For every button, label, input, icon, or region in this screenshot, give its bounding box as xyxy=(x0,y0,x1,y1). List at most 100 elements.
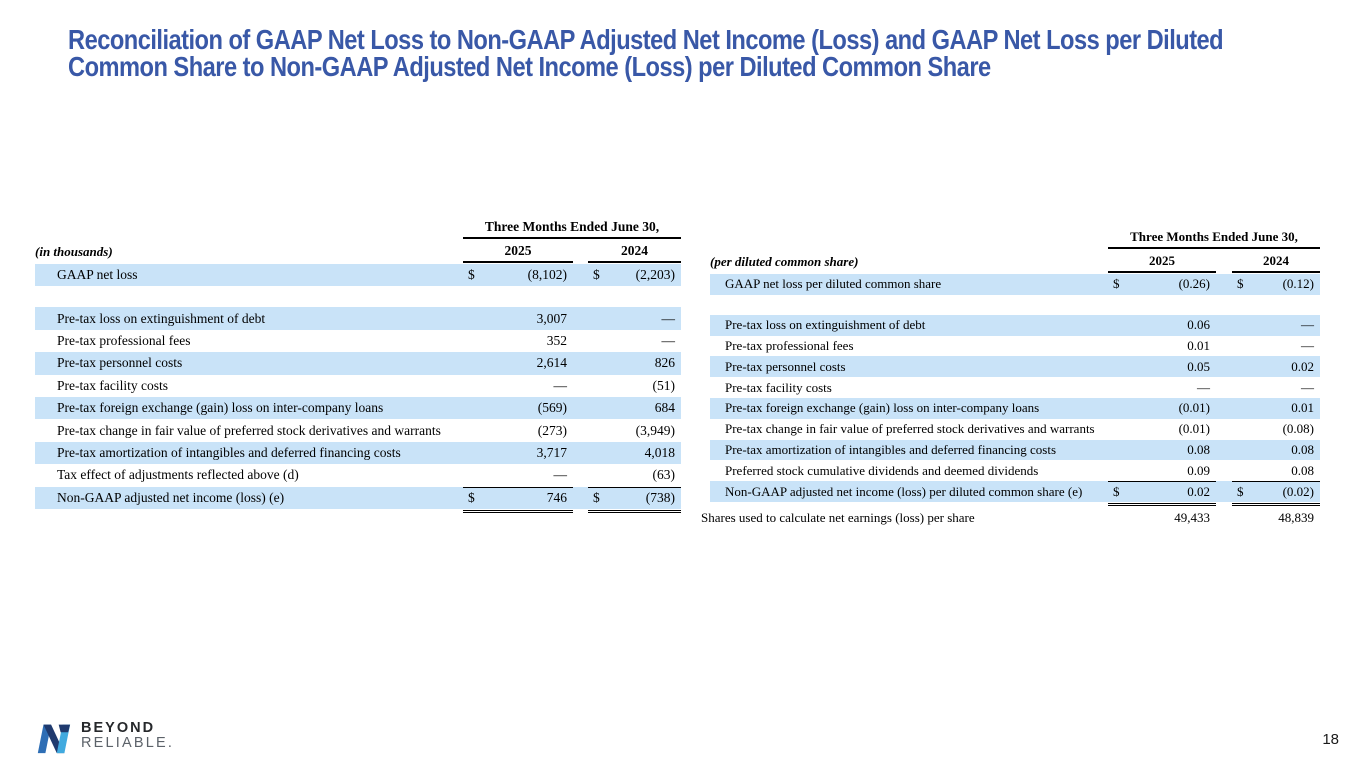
amount-cell: $ (0.02) xyxy=(1232,481,1320,502)
table-row: Pre-tax change in fair value of preferre… xyxy=(710,419,1320,440)
table-header-years: (in thousands) 2025 2024 xyxy=(35,239,681,263)
amount-cell: 0.08 xyxy=(1108,440,1216,461)
amount-cell: — xyxy=(1232,315,1320,336)
table-row: GAAP net loss per diluted common share $ (… xyxy=(710,274,1320,295)
row-label: Pre-tax professional fees xyxy=(57,332,191,348)
table-header-period: Three Months Ended June 30, xyxy=(35,219,681,239)
dollar-sign: $ xyxy=(468,490,475,506)
table-header-period: Three Months Ended June 30, xyxy=(710,229,1320,249)
amount-cell: 826 xyxy=(588,352,681,374)
amount-value: — xyxy=(1197,379,1210,395)
table-row: Pre-tax change in fair value of preferre… xyxy=(35,419,681,441)
amount-cell: 0.01 xyxy=(1108,336,1216,357)
amount-cell: (273) xyxy=(463,419,573,441)
amount-cell: 4,018 xyxy=(588,442,681,464)
amount-value: 352 xyxy=(546,332,567,348)
amount-cell: — xyxy=(463,375,573,397)
amount-value: (273) xyxy=(537,422,567,438)
logo-text: BEYOND RELIABLE. xyxy=(81,721,174,751)
row-label: Pre-tax foreign exchange (gain) loss on … xyxy=(57,400,384,416)
amount-value: (569) xyxy=(537,400,567,416)
year-column-2024: 2024 xyxy=(588,241,681,263)
reconciliation-table-per-share: Three Months Ended June 30, (per diluted… xyxy=(701,229,1320,529)
amount-value: 0.06 xyxy=(1187,317,1210,333)
row-label: Pre-tax amortization of intangibles and … xyxy=(57,444,401,460)
amount-value: (0.08) xyxy=(1282,421,1314,437)
amount-value: 4,018 xyxy=(644,444,675,460)
row-label: Pre-tax professional fees xyxy=(725,337,854,353)
amount-value: 3,717 xyxy=(536,444,567,460)
amount-cell: — xyxy=(588,330,681,352)
amount-value: (63) xyxy=(652,467,676,483)
table-row: Pre-tax foreign exchange (gain) loss on … xyxy=(35,396,681,420)
amount-value: 3,007 xyxy=(536,310,567,326)
table-row: Pre-tax amortization of intangibles and … xyxy=(35,441,681,465)
table-row: Non-GAAP adjusted net income (loss) per … xyxy=(710,481,1320,502)
dollar-sign: $ xyxy=(593,490,600,506)
table-row: Pre-tax facility costs — (51) xyxy=(35,375,681,397)
table-header-years: (per diluted common share) 2025 2024 xyxy=(710,249,1320,273)
amount-cell: (51) xyxy=(588,375,681,397)
amount-cell: $ (2,203) xyxy=(588,264,681,286)
amount-cell: 0.08 xyxy=(1232,460,1320,481)
amount-cell: — xyxy=(1108,377,1216,398)
amount-cell: (0.01) xyxy=(1108,398,1216,419)
row-label: Pre-tax facility costs xyxy=(725,379,832,395)
row-label: Pre-tax loss on extinguishment of debt xyxy=(57,310,266,326)
amount-value: (0.01) xyxy=(1178,421,1210,437)
double-rule xyxy=(35,509,681,515)
row-label: Non-GAAP adjusted net income (loss) (e) xyxy=(57,489,285,505)
amount-cell: (0.01) xyxy=(1108,419,1216,440)
dollar-sign: $ xyxy=(468,267,475,283)
period-header: Three Months Ended June 30, xyxy=(463,219,681,239)
dollar-sign: $ xyxy=(1237,276,1244,292)
amount-cell: $746 xyxy=(463,486,573,509)
amount-value: (3,949) xyxy=(635,422,675,438)
row-label: Pre-tax personnel costs xyxy=(725,358,846,374)
table-row: Pre-tax personnel costs 0.05 0.02 xyxy=(710,356,1320,378)
double-rule xyxy=(710,502,1320,508)
year-column-2025: 2025 xyxy=(463,241,573,263)
table-row: GAAP net loss $ (8,102) $ (2,203) xyxy=(35,264,681,287)
row-label: Pre-tax amortization of intangibles and … xyxy=(725,441,1057,457)
amount-value: — xyxy=(1301,317,1314,333)
row-label: GAAP net loss per diluted common share xyxy=(725,276,942,292)
row-label: GAAP net loss xyxy=(57,267,138,283)
amount-cell: — xyxy=(588,307,681,329)
amount-cell: $ (738) xyxy=(588,486,681,509)
amount-cell: 0.02 xyxy=(1232,356,1320,377)
amount-cell: $ (0.26) xyxy=(1108,274,1216,295)
row-label: Pre-tax personnel costs xyxy=(57,355,183,371)
amount-value: 0.05 xyxy=(1187,358,1210,374)
row-label: Pre-tax foreign exchange (gain) loss on … xyxy=(725,400,1040,416)
table-row: Pre-tax professional fees 0.01 — xyxy=(710,336,1320,357)
amount-value: — xyxy=(661,332,676,348)
amount-value: 2,614 xyxy=(536,355,567,371)
table-row: Pre-tax loss on extinguishment of debt 3,… xyxy=(35,307,681,330)
amount-value: (2,203) xyxy=(635,267,675,283)
amount-cell: (63) xyxy=(588,464,681,486)
dollar-sign: $ xyxy=(1113,276,1120,292)
amount-value: (0.12) xyxy=(1282,276,1314,292)
table-row: Non-GAAP adjusted net income (loss) (e) $… xyxy=(35,486,681,509)
amount-value: 0.02 xyxy=(1291,358,1314,374)
dollar-sign: $ xyxy=(1113,484,1120,500)
row-spacer xyxy=(710,295,1320,315)
amount-value: 0.08 xyxy=(1187,441,1210,457)
amount-value: 48,839 xyxy=(1278,510,1314,526)
amount-value: 0.01 xyxy=(1291,400,1314,416)
amount-value: 746 xyxy=(546,490,567,506)
amount-cell xyxy=(588,510,681,514)
amount-value: — xyxy=(661,310,676,326)
amount-value: 49,433 xyxy=(1174,510,1210,526)
amount-value: (0.26) xyxy=(1178,276,1210,292)
amount-value: — xyxy=(1301,337,1314,353)
amount-cell: 0.09 xyxy=(1108,460,1216,481)
amount-cell: — xyxy=(1232,336,1320,357)
amount-cell xyxy=(1232,503,1320,507)
amount-cell: — xyxy=(463,464,573,486)
logo-line-reliable: RELIABLE. xyxy=(81,735,175,751)
amount-cell xyxy=(1108,503,1216,507)
amount-value: 0.01 xyxy=(1187,337,1210,353)
unit-label: (per diluted common share) xyxy=(710,254,859,269)
